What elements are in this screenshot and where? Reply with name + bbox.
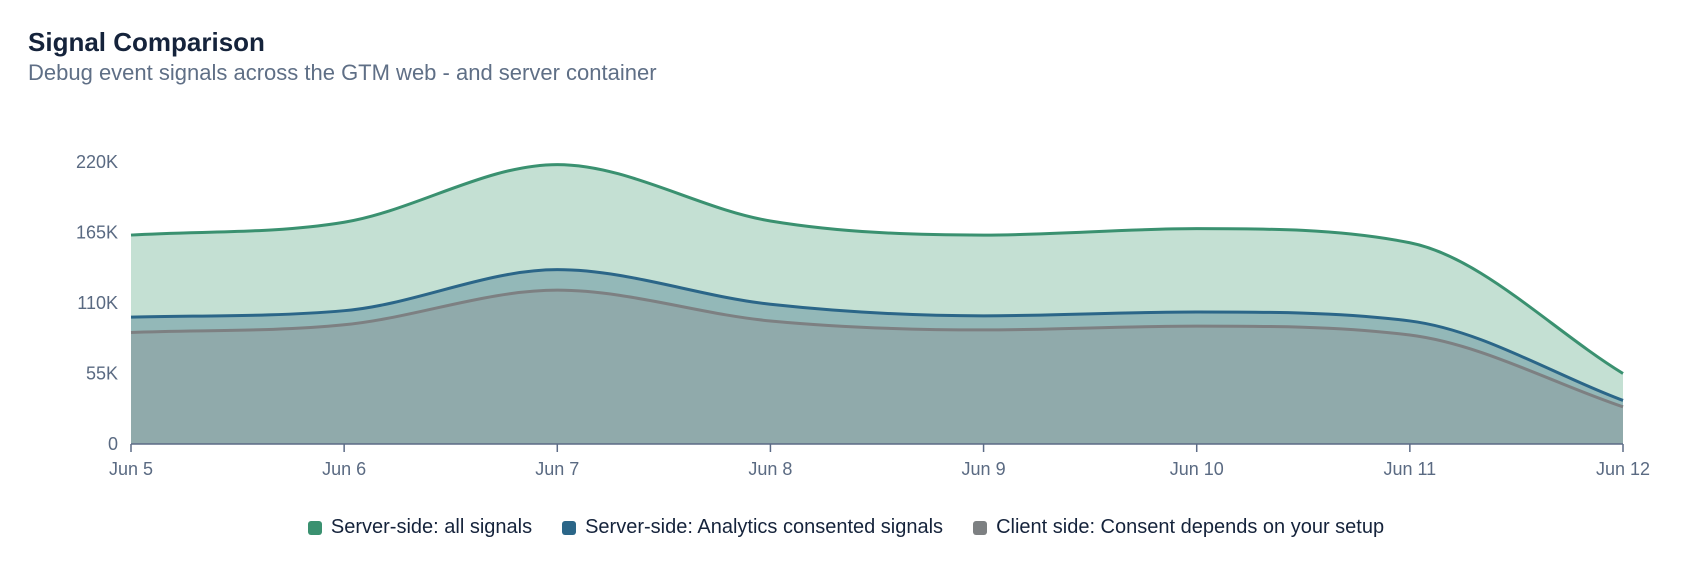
chart-title: Signal Comparison [28, 27, 265, 57]
legend-item[interactable]: Client side: Consent depends on your set… [973, 516, 1384, 539]
legend-item[interactable]: Server-side: Analytics consented signals [562, 516, 943, 539]
legend-item[interactable]: Server-side: all signals [307, 516, 533, 539]
legend-swatch [562, 520, 577, 535]
y-tick-label: 110K [77, 293, 118, 313]
x-tick-label: Jun 7 [535, 459, 579, 479]
x-tick-label: Jun 10 [1170, 459, 1224, 479]
x-tick-label: Jun 9 [962, 459, 1006, 479]
legend-swatch [307, 520, 322, 535]
y-tick-label: 165K [76, 223, 118, 243]
x-tick-label: Jun 5 [109, 459, 153, 479]
legend-label: Server-side: all signals [330, 516, 533, 538]
y-tick-label: 220K [76, 152, 118, 172]
x-tick-label: Jun 12 [1596, 459, 1650, 479]
x-tick-label: Jun 6 [322, 459, 366, 479]
x-tick-label: Jun 8 [748, 459, 792, 479]
y-tick-label: 55K [86, 364, 118, 384]
series-area-3 [131, 290, 1623, 444]
legend-swatch [973, 520, 988, 535]
chart-legend: Server-side: all signals Server-side: Ana… [0, 516, 1692, 539]
chart-subtitle: Debug event signals across the GTM web -… [28, 60, 657, 85]
x-tick-label: Jun 11 [1383, 459, 1436, 479]
series-line-3 [130, 288, 1624, 409]
legend-label: Server-side: Analytics consented signals [585, 516, 944, 538]
axes: 0 55K 110K 165K 220K Jun 5 Jun 6 Jun 7 Jun 8 Jun … [76, 152, 1650, 479]
series-areas [131, 164, 1623, 444]
legend-label: Client side: Consent depends on your set… [996, 516, 1385, 538]
series-line-2 [130, 268, 1624, 402]
y-tick-label: 0 [108, 434, 118, 454]
series-line-1 [130, 163, 1624, 375]
series-lines [130, 163, 1624, 409]
